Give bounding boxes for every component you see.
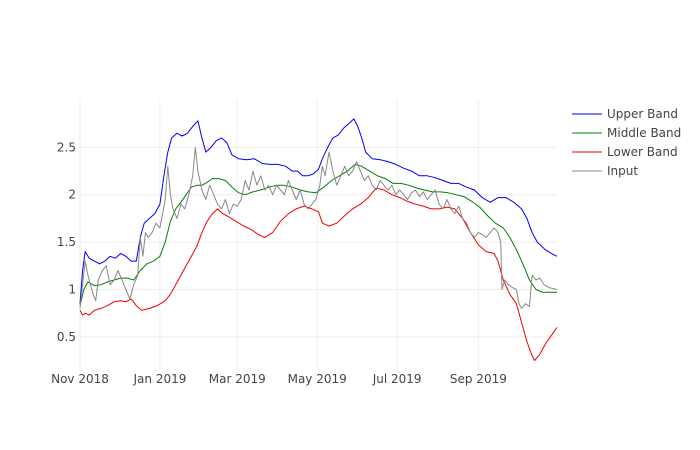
- input-line: [79, 146, 558, 309]
- upper-band-line: [79, 118, 558, 304]
- legend-item-upper-band[interactable]: Upper Band: [572, 107, 678, 121]
- legend[interactable]: Upper Band Middle Band Lower Band Input: [572, 107, 681, 178]
- legend-item-middle-band[interactable]: Middle Band: [572, 126, 681, 140]
- y-tick-label: 0.5: [57, 330, 76, 344]
- y-tick-label: 1: [68, 282, 76, 296]
- x-tick-label: Jul 2019: [372, 372, 422, 386]
- y-tick-label: 1.5: [57, 235, 76, 249]
- axis-tick-labels: 0.5 1 1.5 2 2.5 Nov 2018 Jan 2019 Mar 2019 May 2…: [51, 140, 507, 386]
- middle-band-line: [79, 163, 557, 306]
- grid-lines: [79, 100, 557, 370]
- legend-item-lower-band[interactable]: Lower Band: [572, 145, 678, 159]
- x-tick-label: Jan 2019: [133, 372, 187, 386]
- x-tick-label: Sep 2019: [450, 372, 507, 386]
- legend-label: Lower Band: [607, 145, 678, 159]
- lower-band-line: [79, 187, 558, 361]
- x-tick-label: Mar 2019: [209, 372, 266, 386]
- y-tick-label: 2: [68, 188, 76, 202]
- legend-label: Upper Band: [607, 107, 678, 121]
- legend-item-input[interactable]: Input: [572, 164, 638, 178]
- x-tick-label: May 2019: [288, 372, 347, 386]
- x-tick-label: Nov 2018: [51, 372, 109, 386]
- legend-label: Middle Band: [607, 126, 681, 140]
- series-lines: [79, 118, 558, 361]
- y-tick-label: 2.5: [57, 140, 76, 154]
- legend-label: Input: [607, 164, 638, 178]
